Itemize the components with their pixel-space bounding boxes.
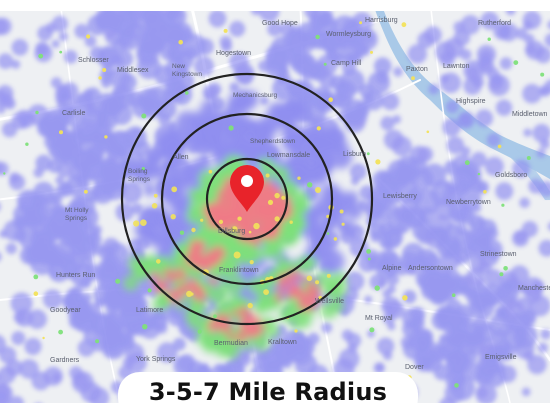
place-label: Harrisburg: [365, 17, 398, 25]
map-title: 3-5-7 Mile Radius: [149, 378, 387, 406]
place-label: Emigsville: [485, 354, 517, 362]
place-label: Good Hope: [262, 20, 298, 28]
place-label: Hogestown: [216, 50, 251, 58]
place-label: Wellsville: [315, 298, 344, 306]
place-label: Andersontown: [408, 265, 453, 273]
title-banner: 3-5-7 Mile Radius: [118, 372, 418, 420]
place-label: Lowmansdale: [267, 152, 310, 160]
place-label: Hunters Run: [56, 272, 95, 280]
place-label: Goldsboro: [495, 172, 527, 180]
place-label: Shepherdstown: [250, 138, 295, 146]
place-label: Gardners: [50, 357, 79, 365]
place-label: Carlisle: [62, 110, 85, 118]
place-label: Newberrytown: [446, 199, 491, 207]
place-label: Allen: [173, 154, 189, 162]
place-label: Lawnton: [443, 63, 469, 71]
place-label: Rutherford: [478, 20, 511, 28]
place-label: Wormleysburg: [326, 31, 371, 39]
place-label: Alpine: [382, 265, 401, 273]
place-label: Latimore: [136, 307, 163, 315]
place-label: Highspire: [456, 98, 486, 106]
place-label: Kralltown: [268, 339, 297, 347]
place-label: Franklintown: [219, 267, 259, 275]
place-label: Middlesex: [117, 67, 149, 75]
place-label: New Kingstown: [172, 63, 212, 79]
place-label: Dillsburg: [218, 228, 245, 236]
place-label: Camp Hill: [331, 60, 361, 68]
place-label: York Springs: [136, 356, 175, 364]
place-label: Lisburn: [343, 151, 366, 159]
map-canvas[interactable]: Good Hope Harrisburg Rutherford Schlosser Ho…: [0, 0, 550, 403]
place-label: Mt Holly Springs: [65, 207, 101, 223]
place-label: Lewisberry: [383, 193, 417, 201]
place-label: Dover: [405, 364, 424, 372]
place-label: Schlosser: [78, 57, 109, 65]
place-label: Manchester: [518, 285, 550, 293]
place-label: Boiling Springs: [128, 168, 164, 184]
place-label: Middletown: [512, 111, 547, 119]
place-label: Mt Royal: [365, 315, 393, 323]
place-label: Paxton: [406, 66, 428, 74]
map-top-strip: [0, 0, 550, 11]
place-label: Bermudian: [214, 340, 248, 348]
place-label: Goodyear: [50, 307, 81, 315]
place-label: Strinestown: [480, 251, 517, 259]
place-label: Mechanicsburg: [233, 92, 277, 100]
